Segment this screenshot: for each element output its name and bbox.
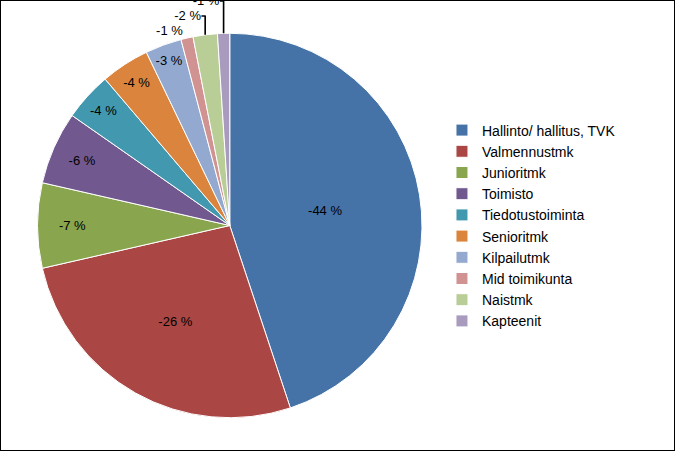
svg-text:Hallinto/ hallitus, TVK: Hallinto/ hallitus, TVK bbox=[482, 123, 615, 139]
svg-text:-6 %: -6 % bbox=[69, 153, 96, 168]
svg-text:-4 %: -4 % bbox=[123, 75, 150, 90]
svg-text:Senioritmk: Senioritmk bbox=[482, 229, 549, 245]
svg-text:Toimisto: Toimisto bbox=[482, 186, 534, 202]
svg-text:Valmennustmk: Valmennustmk bbox=[482, 144, 575, 160]
svg-text:-4 %: -4 % bbox=[90, 103, 117, 118]
svg-text:-1 %: -1 % bbox=[156, 23, 183, 38]
svg-text:Kapteenit: Kapteenit bbox=[482, 313, 541, 329]
svg-text:-1 %: -1 % bbox=[193, 1, 220, 8]
svg-text:-44 %: -44 % bbox=[308, 203, 342, 218]
svg-text:Tiedotustoiminta: Tiedotustoiminta bbox=[482, 207, 584, 223]
svg-text:-7 %: -7 % bbox=[59, 218, 86, 233]
svg-text:Mid toimikunta: Mid toimikunta bbox=[482, 271, 572, 287]
svg-text:Junioritmk: Junioritmk bbox=[482, 165, 547, 181]
svg-text:-26 %: -26 % bbox=[158, 314, 192, 329]
svg-text:Naistmk: Naistmk bbox=[482, 292, 534, 308]
svg-text:-3 %: -3 % bbox=[156, 53, 183, 68]
svg-text:-2 %: -2 % bbox=[174, 8, 201, 23]
svg-text:Kilpailutmk: Kilpailutmk bbox=[482, 250, 551, 266]
